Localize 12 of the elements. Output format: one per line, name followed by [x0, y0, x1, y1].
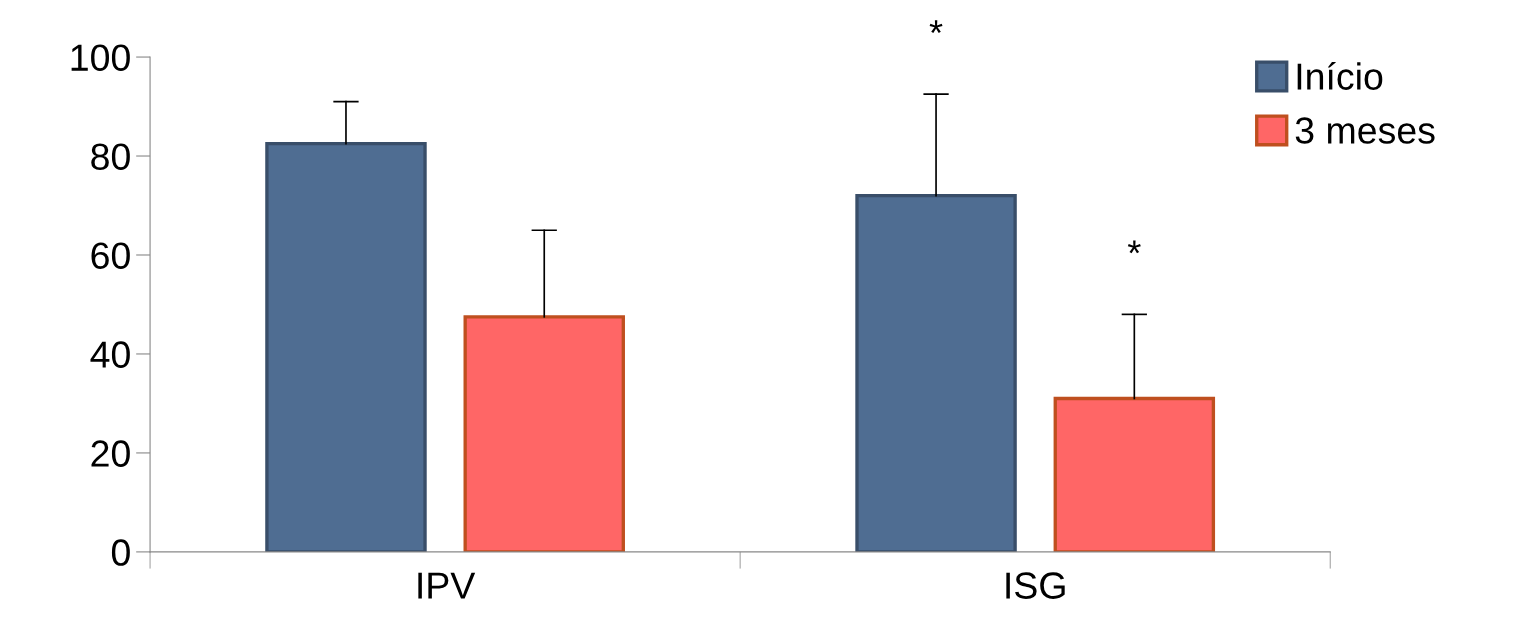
x-tick-label: ISG — [1006, 572, 1065, 599]
x-tick-label: IPV — [418, 572, 476, 599]
legend-label: Início — [1297, 61, 1383, 90]
y-tick-label: 100 — [71, 44, 130, 72]
annotation: * — [1127, 240, 1141, 254]
y-tick-label: 20 — [91, 440, 130, 467]
y-tick-label: 80 — [91, 143, 130, 170]
legend-label: 3 meses — [1295, 117, 1435, 144]
y-tick-label: 60 — [91, 242, 130, 269]
text: * — [929, 20, 943, 33]
y-tick-label: 40 — [90, 341, 130, 368]
y-tick-label: 0 — [111, 539, 130, 566]
